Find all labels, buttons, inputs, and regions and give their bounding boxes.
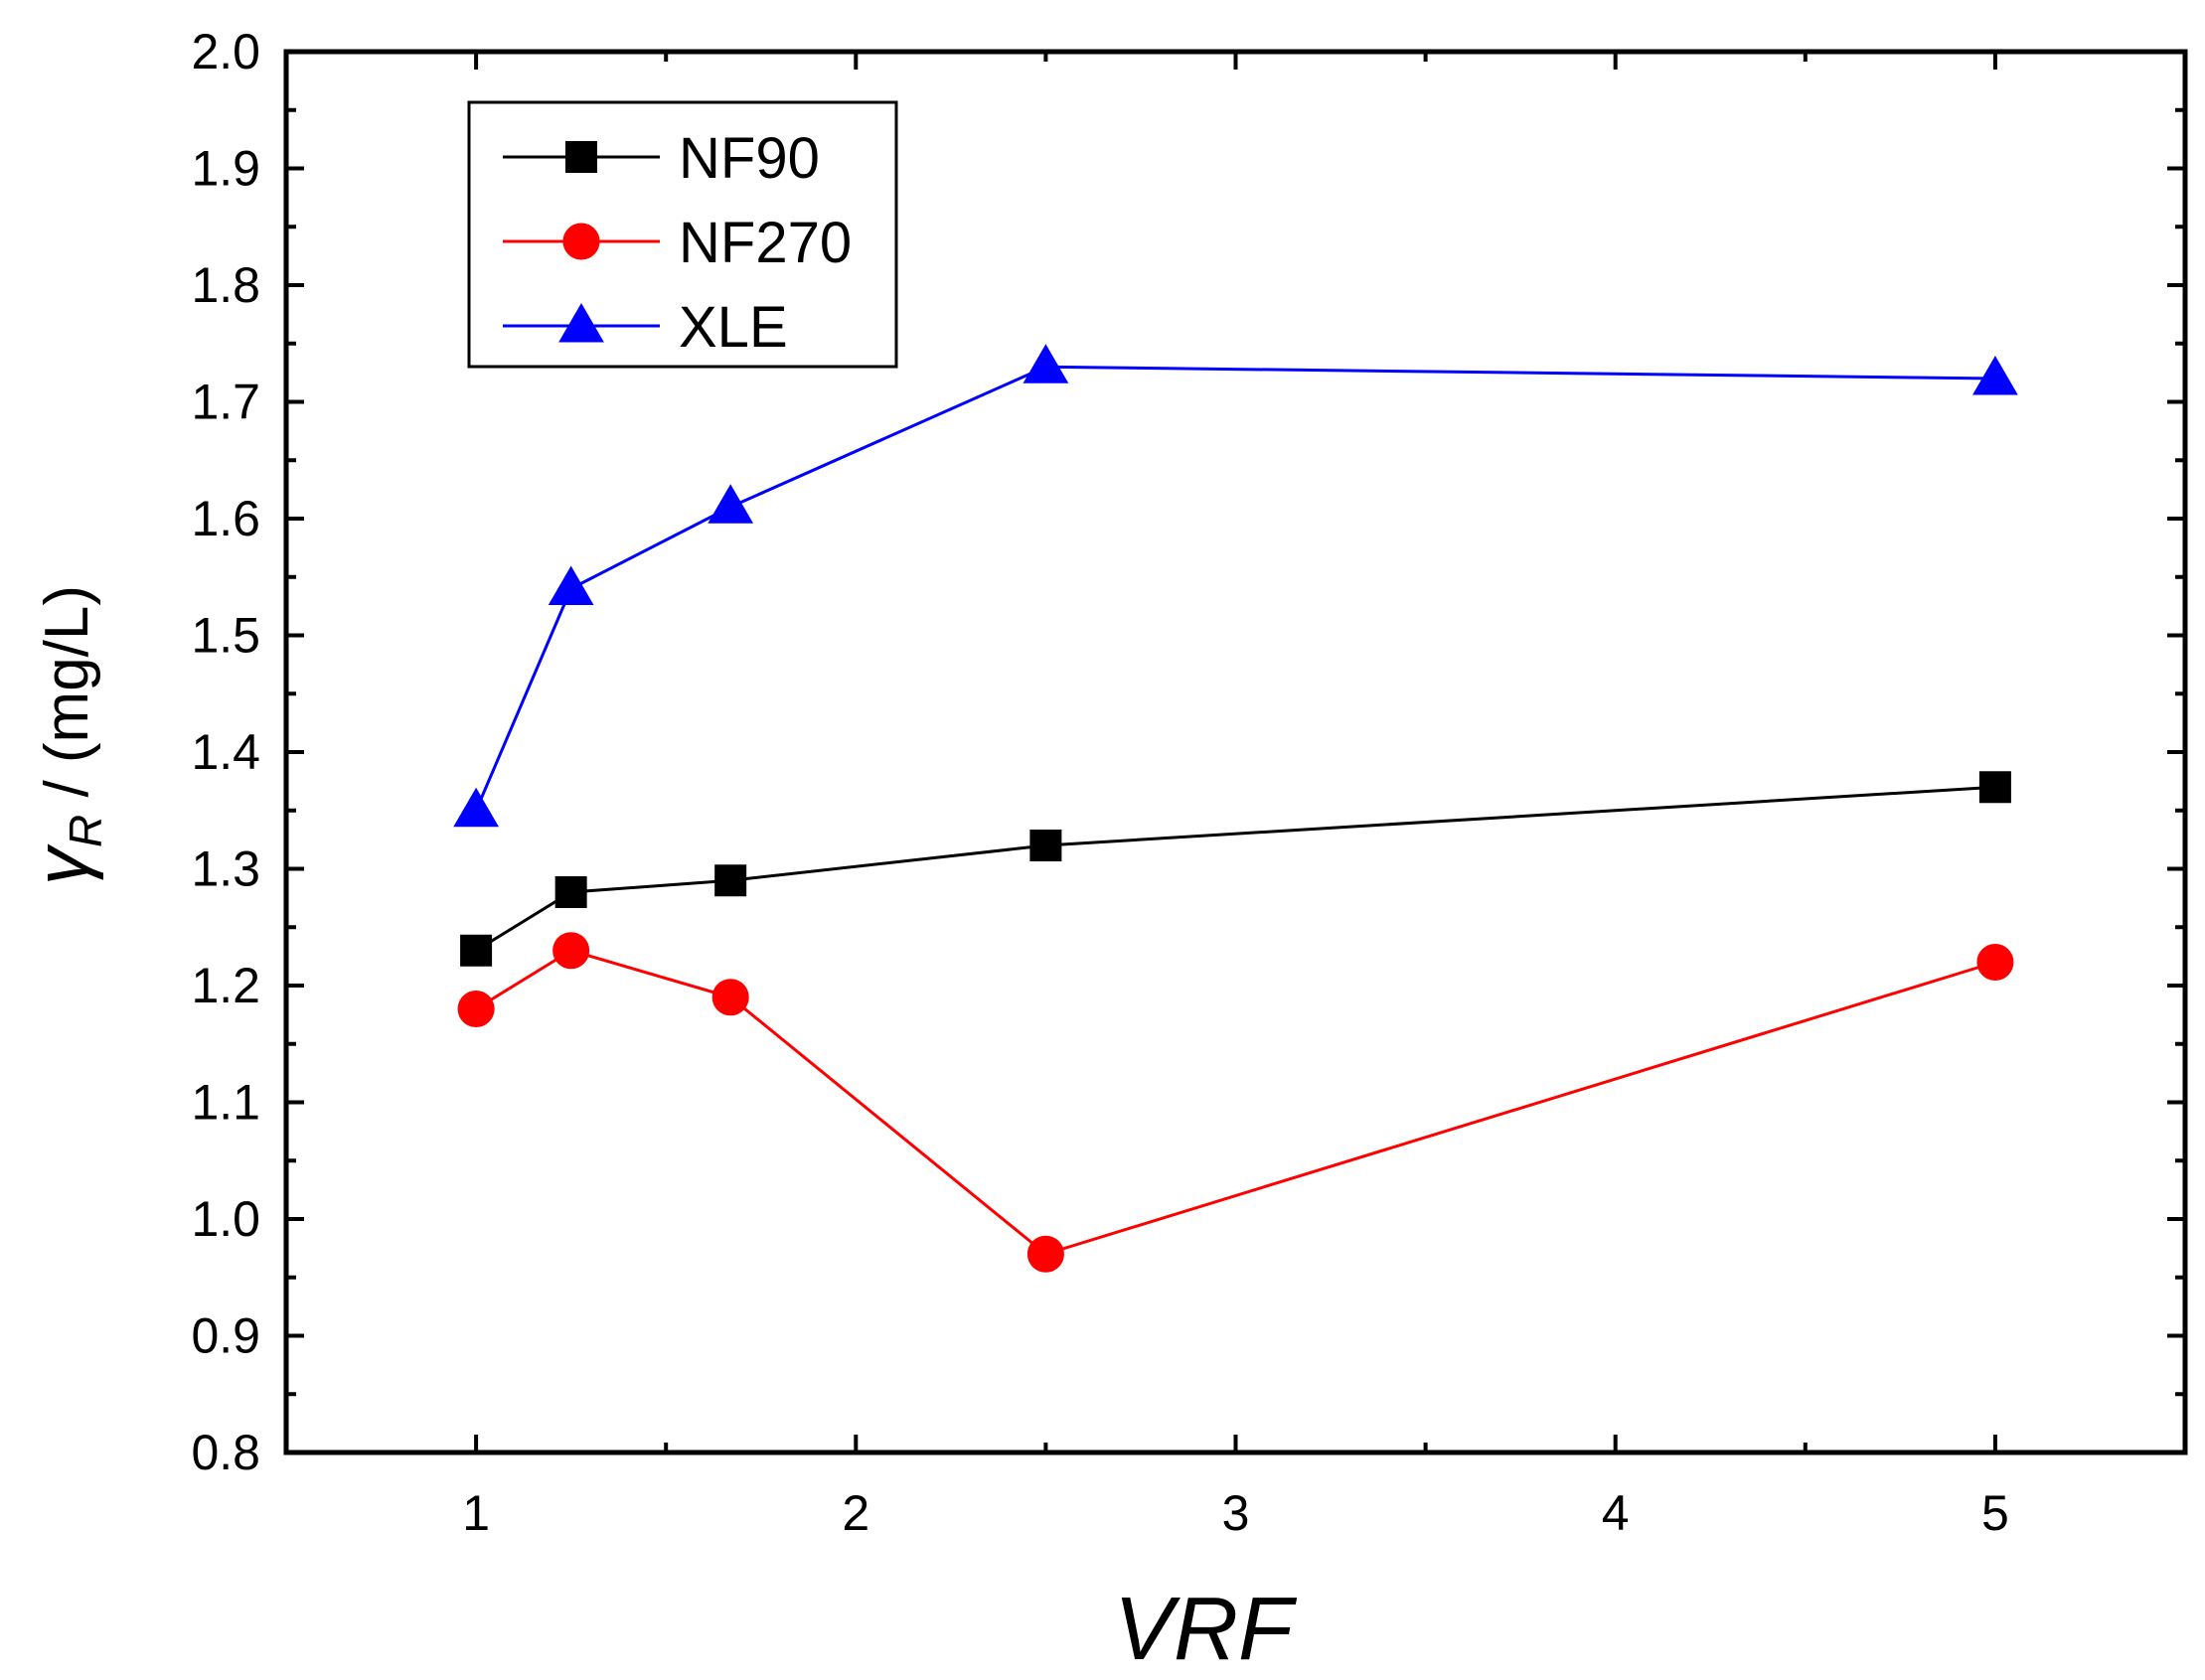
legend-label-nf270: NF270 bbox=[679, 211, 852, 275]
y-tick-label: 0.8 bbox=[191, 1425, 260, 1480]
series-nf90-point bbox=[554, 876, 587, 908]
legend: NF90 NF270 XLE bbox=[467, 100, 898, 369]
legend-item-xle: XLE bbox=[503, 295, 788, 360]
y-axis: 0.8 0.9 1.0 1.1 1.2 1.3 1.4 1.5 1.6 1.7 1.8 1.9 2.0 bbox=[191, 24, 2185, 1480]
series-xle-point bbox=[708, 484, 754, 524]
y-tick-label: 1.5 bbox=[191, 608, 260, 664]
series-nf270-point bbox=[1026, 1235, 1064, 1273]
series-nf270-point bbox=[457, 991, 495, 1027]
y-axis-label-unit: / (mg/L) bbox=[33, 585, 101, 815]
x-tick-label: 5 bbox=[1981, 1485, 2009, 1541]
legend-label-xle: XLE bbox=[679, 295, 788, 360]
legend-label-nf90: NF90 bbox=[679, 126, 820, 191]
series-layer bbox=[453, 344, 2018, 1273]
legend-item-nf270: NF270 bbox=[503, 211, 852, 275]
series-nf90-line bbox=[475, 785, 1995, 953]
series-xle-point bbox=[453, 787, 499, 828]
legend-box bbox=[467, 100, 898, 369]
y-tick-label: 1.3 bbox=[191, 841, 260, 897]
series-nf90-point bbox=[714, 864, 747, 897]
y-tick-label: 1.6 bbox=[191, 491, 260, 546]
legend-marker-xle bbox=[558, 303, 604, 343]
series-xle-line bbox=[474, 365, 1995, 812]
y-tick-label: 1.7 bbox=[191, 375, 260, 430]
y-tick-label: 0.9 bbox=[191, 1308, 260, 1364]
legend-marker-nf270 bbox=[562, 223, 600, 260]
y-tick-label: 1.0 bbox=[191, 1191, 260, 1247]
x-tick-label: 4 bbox=[1602, 1485, 1630, 1541]
series-nf90 bbox=[460, 771, 2011, 967]
y-tick-label: 1.8 bbox=[191, 257, 260, 313]
series-nf270-point bbox=[1976, 944, 2014, 981]
y-tick-label: 1.9 bbox=[191, 141, 260, 197]
series-xle-point bbox=[1972, 356, 2018, 395]
series-nf270 bbox=[457, 932, 2014, 1273]
y-tick-label: 1.4 bbox=[191, 724, 260, 780]
x-axis: 1 2 3 4 5 bbox=[462, 52, 2009, 1541]
legend-item-nf90: NF90 bbox=[503, 126, 820, 191]
x-tick-label: 1 bbox=[462, 1485, 490, 1541]
series-xle-point bbox=[1023, 344, 1069, 383]
series-xle-point bbox=[548, 565, 594, 605]
series-nf90-point bbox=[1029, 830, 1062, 861]
series-nf270-point bbox=[552, 932, 590, 970]
y-axis-label-subscript: R bbox=[60, 815, 111, 847]
x-tick-label: 3 bbox=[1222, 1485, 1250, 1541]
x-axis-label: VRF bbox=[1114, 1580, 1298, 1679]
y-tick-label: 1.2 bbox=[191, 958, 260, 1013]
series-nf90-point bbox=[460, 934, 493, 967]
legend-marker-nf90 bbox=[565, 141, 597, 173]
series-xle bbox=[453, 344, 2018, 828]
x-tick-label: 2 bbox=[842, 1485, 869, 1541]
y-tick-label: 1.1 bbox=[191, 1075, 260, 1131]
y-tick-label: 2.0 bbox=[191, 24, 260, 79]
series-nf90-point bbox=[1978, 771, 2011, 804]
y-axis-label-symbol: γ bbox=[20, 843, 104, 885]
y-axis-label: γR / (mg/L) bbox=[20, 585, 111, 885]
series-nf270-point bbox=[711, 979, 749, 1016]
series-nf270-line bbox=[475, 949, 1996, 1256]
